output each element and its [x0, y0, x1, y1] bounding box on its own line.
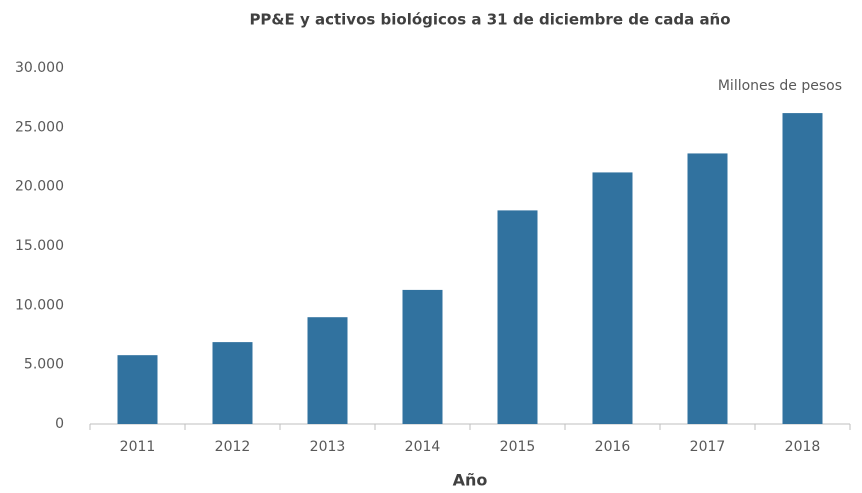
y-tick-label: 0 [55, 416, 64, 432]
bar [117, 355, 158, 424]
x-tick-label: 2017 [690, 439, 726, 455]
y-tick-label: 30.000 [15, 60, 64, 76]
x-tick-label: 2014 [405, 439, 441, 455]
bar [402, 289, 443, 424]
x-tick-label: 2015 [500, 439, 536, 455]
y-tick-label: 10.000 [15, 297, 64, 313]
x-tick-label: 2016 [595, 439, 631, 455]
x-tick-label: 2018 [785, 439, 821, 455]
bar [497, 210, 538, 424]
y-tick-label: 20.000 [15, 179, 64, 195]
chart-title: PP&E y activos biológicos a 31 de diciem… [249, 11, 730, 29]
bar [782, 113, 823, 425]
x-tick-label: 2011 [120, 439, 156, 455]
x-axis-label: Año [453, 471, 488, 490]
annotation: Millones de pesos [718, 78, 842, 94]
bar [592, 172, 633, 424]
bar [687, 153, 728, 424]
x-tick-label: 2013 [310, 439, 346, 455]
y-tick-label: 5.000 [24, 357, 64, 373]
y-tick-label: 25.000 [15, 119, 64, 135]
bar [307, 317, 348, 424]
y-tick-label: 15.000 [15, 238, 64, 254]
bar [212, 342, 253, 424]
x-tick-label: 2012 [215, 439, 251, 455]
